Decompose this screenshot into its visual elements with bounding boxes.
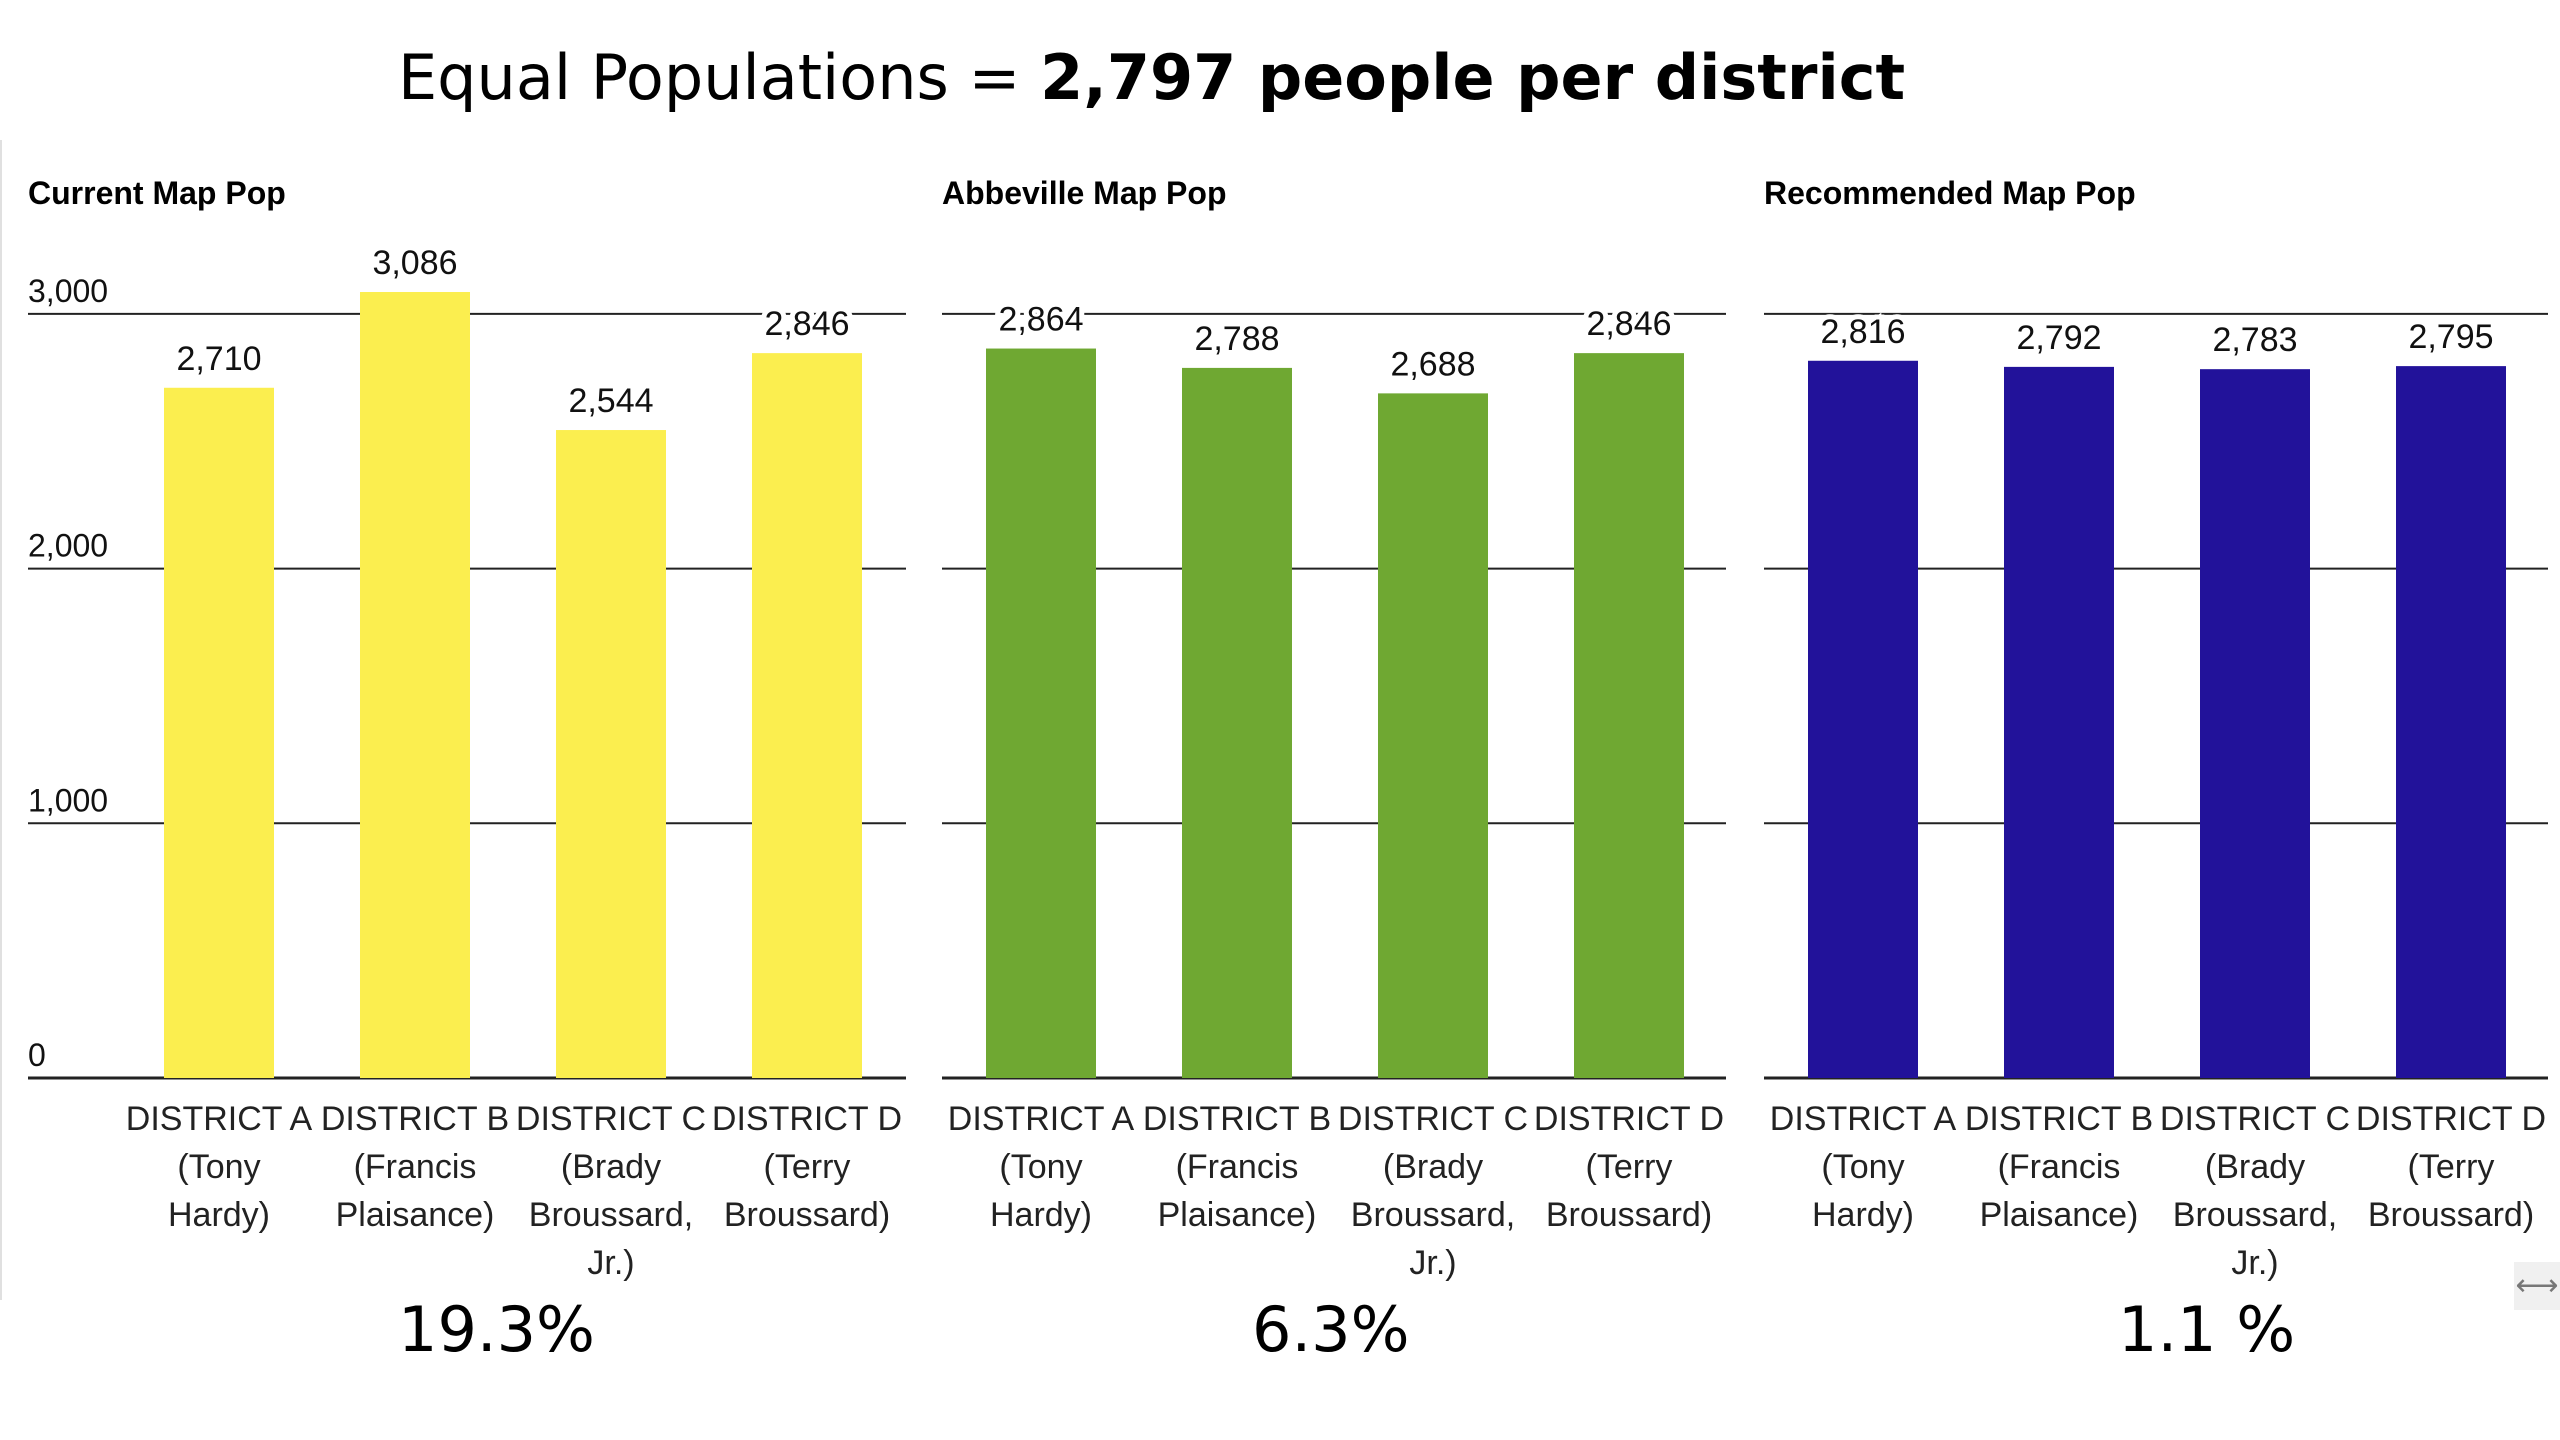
value-label-1-2: 2,688 xyxy=(1390,345,1475,383)
category-label-1-1-0: DISTRICT B xyxy=(1143,1100,1331,1138)
value-label-0-3: 2,846 xyxy=(764,305,849,343)
bar-1-2 xyxy=(1378,393,1488,1078)
category-label-2-0-0: DISTRICT A xyxy=(1770,1100,1957,1138)
ytick-label-0-2: 2,000 xyxy=(28,528,108,564)
category-label-0-3-1: (Terry xyxy=(764,1148,851,1186)
value-label-1-1: 2,788 xyxy=(1194,320,1279,358)
value-label-2-3: 2,795 xyxy=(2408,318,2493,356)
footer-pct-2: 1.1 % xyxy=(2118,1293,2296,1366)
title-bold: 2,797 people per district xyxy=(1040,41,1906,114)
value-label-0-1: 3,086 xyxy=(372,244,457,282)
chart-title-2: Recommended Map Pop xyxy=(1764,175,2136,211)
category-label-1-1-2: Plaisance) xyxy=(1158,1196,1317,1234)
category-label-1-2-0: DISTRICT C xyxy=(1338,1100,1528,1138)
page-title: Equal Populations = 2,797 people per dis… xyxy=(398,38,1905,118)
bar-1-3 xyxy=(1574,353,1684,1078)
category-label-0-3-0: DISTRICT D xyxy=(712,1100,902,1138)
category-label-1-2-1: (Brady xyxy=(1383,1148,1483,1186)
bar-0-3 xyxy=(752,353,862,1078)
category-label-1-2-3: Jr.) xyxy=(1409,1244,1456,1282)
category-label-2-0-2: Hardy) xyxy=(1812,1196,1914,1234)
bar-2-2 xyxy=(2200,369,2310,1078)
category-label-2-2-0: DISTRICT C xyxy=(2160,1100,2350,1138)
category-label-2-2-2: Broussard, xyxy=(2173,1196,2337,1234)
category-label-2-1-0: DISTRICT B xyxy=(1965,1100,2153,1138)
category-label-0-0-0: DISTRICT A xyxy=(126,1100,313,1138)
category-label-0-1-2: Plaisance) xyxy=(336,1196,495,1234)
value-label-1-0: 2,864 xyxy=(998,301,1083,339)
category-label-2-1-1: (Francis xyxy=(1998,1148,2121,1186)
chart-title-0: Current Map Pop xyxy=(28,175,286,211)
category-label-0-2-0: DISTRICT C xyxy=(516,1100,706,1138)
title-plain: Equal Populations = xyxy=(398,41,1041,114)
category-label-2-3-0: DISTRICT D xyxy=(2356,1100,2546,1138)
category-label-2-3-2: Broussard) xyxy=(2368,1196,2534,1234)
horizontal-resize-arrow-icon[interactable]: ⟷ xyxy=(2514,1262,2560,1310)
category-label-0-0-1: (Tony xyxy=(177,1148,260,1186)
category-label-1-3-1: (Terry xyxy=(1586,1148,1673,1186)
bar-0-0 xyxy=(164,387,274,1078)
value-label-2-0: 2,816 xyxy=(1820,313,1905,351)
category-label-2-2-3: Jr.) xyxy=(2231,1244,2278,1282)
bar-1-1 xyxy=(1182,367,1292,1078)
category-label-0-0-2: Hardy) xyxy=(168,1196,270,1234)
category-label-2-3-1: (Terry xyxy=(2408,1148,2495,1186)
category-label-2-1-2: Plaisance) xyxy=(1980,1196,2139,1234)
value-label-0-2: 2,544 xyxy=(568,382,653,420)
bar-1-0 xyxy=(986,348,1096,1078)
category-label-1-1-1: (Francis xyxy=(1176,1148,1299,1186)
bar-2-1 xyxy=(2004,366,2114,1078)
chart-title-1: Abbeville Map Pop xyxy=(942,175,1226,211)
bar-0-2 xyxy=(556,430,666,1079)
category-label-2-0-1: (Tony xyxy=(1821,1148,1904,1186)
footer-pct-1: 6.3% xyxy=(1252,1293,1410,1366)
ytick-label-0-0: 0 xyxy=(28,1037,46,1073)
category-label-1-0-2: Hardy) xyxy=(990,1196,1092,1234)
ytick-label-0-3: 3,000 xyxy=(28,273,108,309)
category-label-1-2-2: Broussard, xyxy=(1351,1196,1515,1234)
footer-pct-0: 19.3% xyxy=(398,1293,595,1366)
category-label-1-0-0: DISTRICT A xyxy=(948,1100,1135,1138)
charts-svg: Current Map Pop 0 1,000 2,000 3,000 2,710 DIST… xyxy=(28,175,2548,1282)
ytick-label-0-1: 1,000 xyxy=(28,782,108,818)
category-label-0-3-2: Broussard) xyxy=(724,1196,890,1234)
bar-2-3 xyxy=(2396,366,2506,1078)
bar-2-0 xyxy=(1808,360,1918,1078)
category-label-0-1-0: DISTRICT B xyxy=(321,1100,509,1138)
category-label-0-2-1: (Brady xyxy=(561,1148,661,1186)
value-label-2-2: 2,783 xyxy=(2212,321,2297,359)
category-label-0-1-1: (Francis xyxy=(354,1148,477,1186)
category-label-1-3-2: Broussard) xyxy=(1546,1196,1712,1234)
category-label-2-2-1: (Brady xyxy=(2205,1148,2305,1186)
category-label-1-0-1: (Tony xyxy=(999,1148,1082,1186)
value-label-2-1: 2,792 xyxy=(2016,319,2101,357)
value-label-0-0: 2,710 xyxy=(176,340,261,378)
category-label-0-2-3: Jr.) xyxy=(587,1244,634,1282)
category-label-1-3-0: DISTRICT D xyxy=(1534,1100,1724,1138)
value-label-1-3: 2,846 xyxy=(1586,305,1671,343)
left-border xyxy=(0,140,2,1300)
bar-0-1 xyxy=(360,292,470,1078)
category-label-0-2-2: Broussard, xyxy=(529,1196,693,1234)
